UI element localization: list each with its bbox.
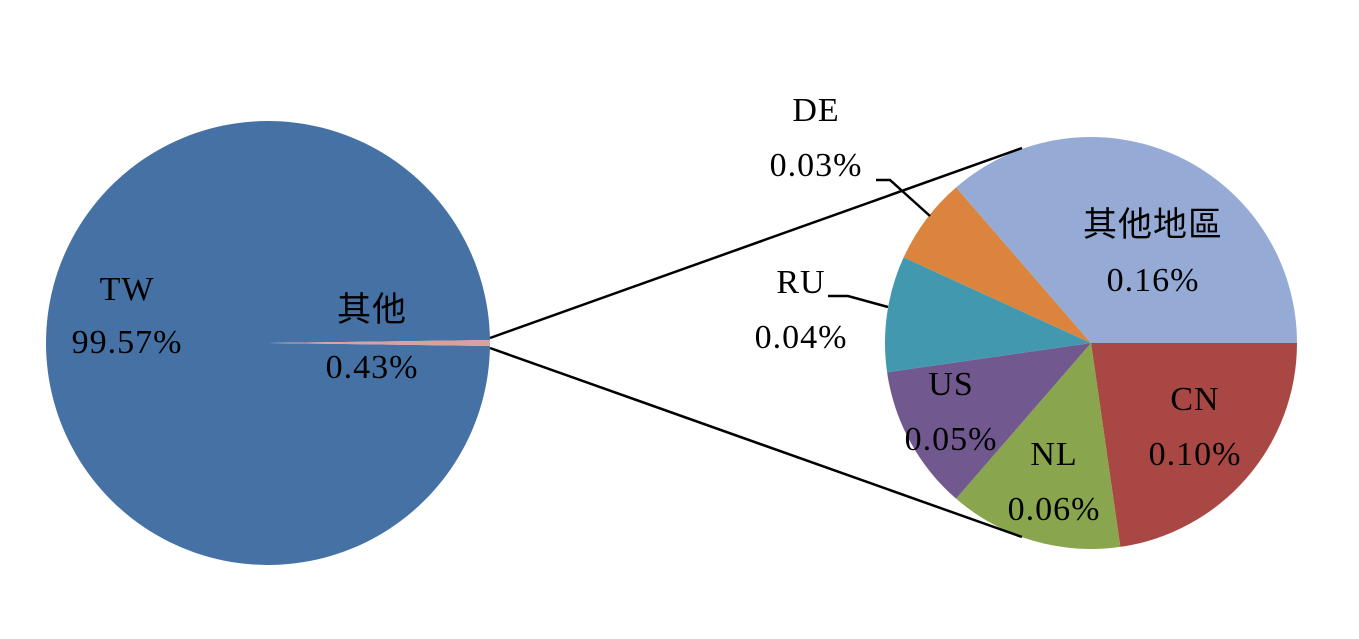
slice-label: 其他 bbox=[337, 292, 407, 329]
slices bbox=[45, 121, 1297, 565]
value-label: 0.16% bbox=[1107, 262, 1200, 299]
value-label: 0.03% bbox=[770, 147, 863, 184]
connector-line bbox=[489, 346, 1023, 539]
connector-line bbox=[489, 146, 1023, 340]
pie-slice bbox=[956, 343, 1121, 549]
slice-label: CN bbox=[1170, 381, 1219, 418]
slice-label: RU bbox=[776, 264, 825, 301]
value-label: 0.04% bbox=[755, 319, 848, 356]
slice-label: NL bbox=[1030, 436, 1077, 473]
pie-slice bbox=[903, 187, 1091, 343]
value-label: 0.05% bbox=[905, 421, 998, 458]
slice-label: DE bbox=[792, 92, 839, 129]
value-label: 0.43% bbox=[326, 349, 419, 386]
pie-slice bbox=[268, 340, 490, 346]
value-label: 0.10% bbox=[1149, 436, 1242, 473]
pie-slice bbox=[45, 121, 490, 565]
pie-slice bbox=[1091, 343, 1297, 547]
slice-label: TW bbox=[100, 271, 155, 308]
value-label: 99.57% bbox=[72, 324, 183, 361]
leader-line bbox=[876, 178, 931, 217]
pie-slice bbox=[887, 343, 1091, 499]
pie-slice bbox=[956, 137, 1297, 343]
pie-slice bbox=[885, 257, 1091, 373]
value-label: 0.06% bbox=[1008, 491, 1101, 528]
slice-label: 其他地區 bbox=[1083, 206, 1223, 244]
leader-line bbox=[828, 294, 889, 309]
slice-label: US bbox=[928, 366, 973, 403]
